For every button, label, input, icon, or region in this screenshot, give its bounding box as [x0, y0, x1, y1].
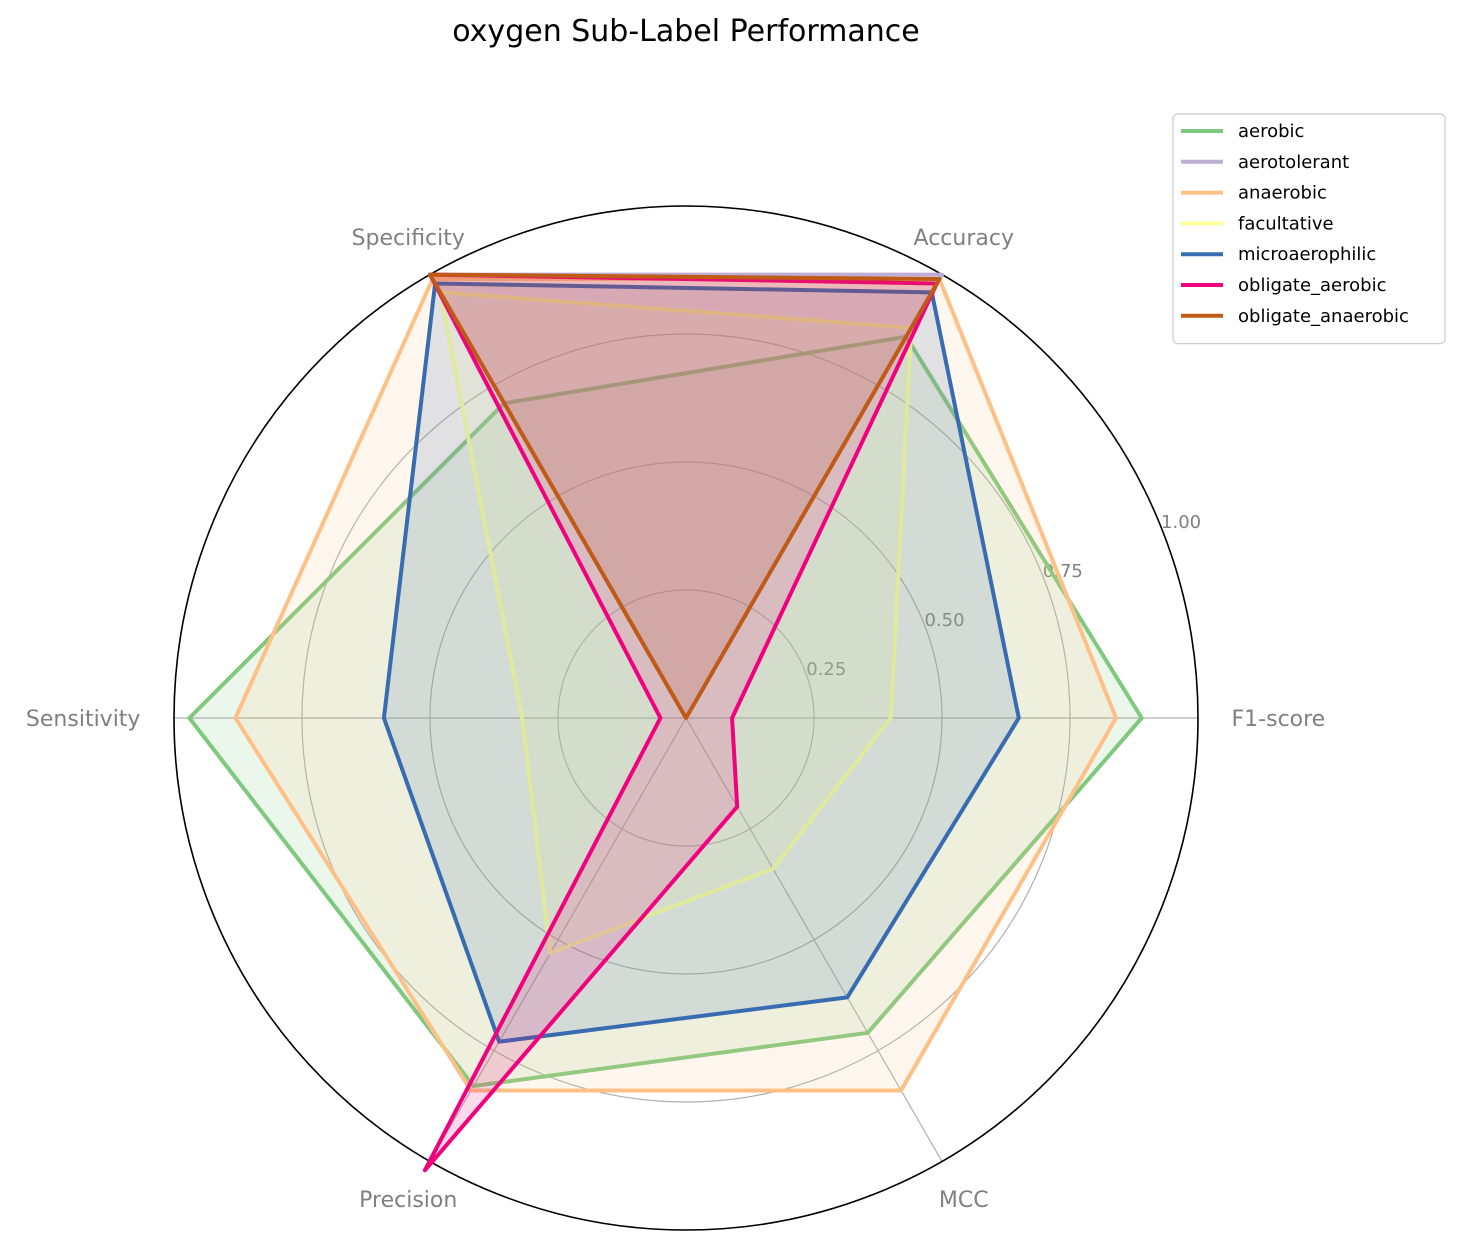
series-line-obligate-anaerobic: [428, 272, 942, 720]
series-fill-obligate-anaerobic: [430, 274, 940, 718]
axis-labels: F1-score Accuracy Specificity Sensitivity Pr…: [26, 226, 1325, 1213]
series-fill-obligate-aerobic: [424, 274, 937, 1171]
legend: aerobic aerotolerant anaerobic facultative m…: [1172, 113, 1446, 345]
legend-label-microaerophilic: microaerophilic: [1238, 244, 1376, 265]
spoke-mcc: [685, 717, 943, 1162]
legend-label-obligate-aerobic: obligate_aerobic: [1238, 275, 1386, 296]
series-obligate-anaerobic: [428, 272, 942, 720]
axis-label-precision: Precision: [359, 1188, 457, 1213]
axis-label-sensitivity: Sensitivity: [26, 707, 141, 732]
chart-title: oxygen Sub-Label Performance: [452, 14, 920, 49]
series-fill-aerotolerant: [430, 274, 942, 718]
series-layer: [187, 272, 1144, 1173]
radial-tick-label: 1.00: [1161, 512, 1201, 533]
series-fill-facultative: [440, 292, 912, 954]
axis-label-f1-score: F1-score: [1232, 707, 1326, 732]
legend-label-obligate-anaerobic: obligate_anaerobic: [1238, 306, 1409, 327]
series-fill-anaerobic: [235, 279, 1117, 1091]
legend-label-aerotolerant: aerotolerant: [1238, 152, 1349, 173]
axis-label-specificity: Specificity: [352, 226, 465, 251]
radial-tick-label: 0.50: [925, 610, 965, 631]
legend-label-anaerobic: anaerobic: [1238, 183, 1327, 204]
axis-label-accuracy: Accuracy: [914, 226, 1014, 251]
legend-label-aerobic: aerobic: [1238, 121, 1304, 142]
axis-label-mcc: MCC: [939, 1188, 989, 1213]
legend-label-facultative: facultative: [1238, 213, 1334, 234]
legend-frame: [1172, 113, 1446, 345]
radial-tick-label: 0.25: [806, 659, 846, 680]
outer-frame: [173, 205, 1199, 1231]
series-fill-aerobic: [189, 336, 1142, 1087]
